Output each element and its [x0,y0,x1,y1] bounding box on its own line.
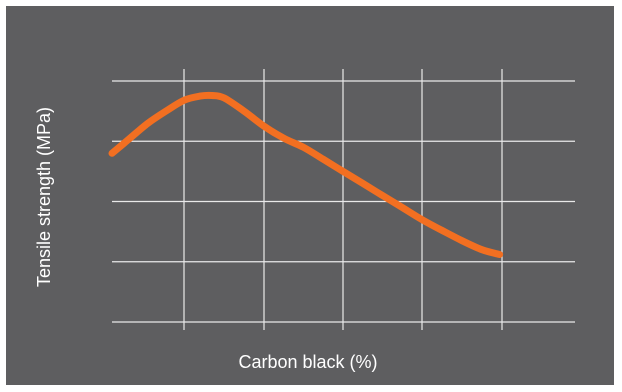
grid [112,69,575,330]
y-axis-label: Tensile strength (MPa) [34,107,54,287]
series-layer [108,91,504,258]
series-line-0 [108,91,504,258]
chart-panel: Carbon black (%) Tensile strength (MPa) [6,6,614,385]
x-axis-label: Carbon black (%) [238,352,377,372]
line-chart: Carbon black (%) Tensile strength (MPa) [34,69,575,372]
